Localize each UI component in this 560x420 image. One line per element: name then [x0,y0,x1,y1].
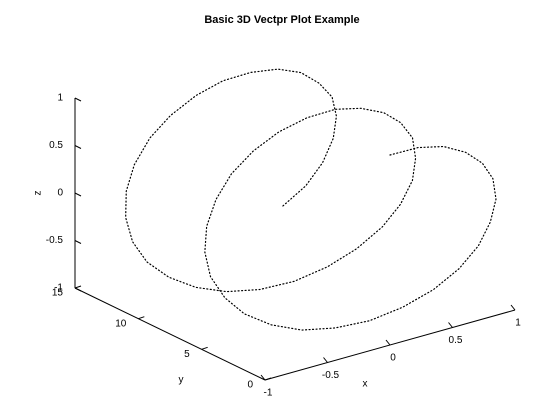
y-tick [201,346,208,350]
z-tick [74,145,82,149]
z-tick [74,97,82,102]
y-tick [138,316,145,320]
y-tick-label: 5 [184,349,190,360]
y-tick [74,285,82,289]
x-tick [448,322,453,328]
z-tick [74,240,82,244]
x-tick [323,357,328,363]
x-tick-label: 1 [515,318,521,329]
x-tick-label: 0 [390,353,396,364]
y-axis [74,287,266,381]
z-tick-label: 0.5 [49,140,63,151]
x-tick [510,304,516,311]
y-tick-label: 15 [52,288,64,299]
x-axis-label: x [363,379,368,390]
x-tick [260,374,266,381]
z-tick-label: -1 [54,283,63,294]
x-tick-label: -0.5 [322,370,340,381]
y-tick-label: 0 [247,380,253,391]
chart-title: Basic 3D Vectpr Plot Example [204,14,359,26]
y-tick [264,377,272,381]
z-tick [74,192,82,197]
z-axis-label: z [33,191,44,196]
x-tick [385,339,391,346]
z-tick-label: -0.5 [46,235,64,246]
z-tick-label: 1 [57,93,63,104]
y-axis-label: y [179,375,184,386]
x-tick-label: 0.5 [449,335,463,346]
z-tick-label: 0 [57,188,63,199]
z-tick [74,287,82,292]
helix-line [125,68,497,331]
x-tick-label: -1 [264,388,273,399]
y-tick-label: 10 [115,318,127,329]
